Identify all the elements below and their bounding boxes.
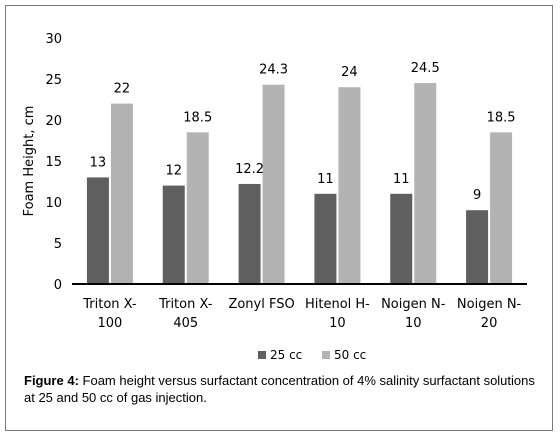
x-category-label: Noigen N- — [381, 297, 446, 312]
y-tick-label: 25 — [45, 73, 62, 88]
data-label: 22 — [114, 82, 131, 97]
caption-text: Foam height versus surfactant concentrat… — [24, 373, 535, 405]
bar-series-1 — [86, 177, 109, 284]
x-category-label: 100 — [98, 316, 123, 331]
x-category-label: 10 — [405, 316, 422, 331]
bar-series-2 — [186, 132, 209, 284]
x-category-label: Triton X- — [82, 297, 137, 312]
data-label: 18.5 — [183, 110, 212, 125]
bar-series-2 — [262, 84, 285, 285]
data-label: 12.2 — [235, 162, 264, 177]
data-label: 12 — [165, 164, 182, 179]
bar-series-2 — [414, 83, 437, 284]
data-label: 11 — [393, 172, 410, 187]
y-tick-label: 30 — [45, 32, 62, 47]
legend-label: 25 cc — [270, 348, 302, 362]
bar-series-2 — [110, 103, 133, 284]
x-category-label: 405 — [173, 316, 198, 331]
y-tick-label: 0 — [54, 278, 62, 293]
bar-series-1 — [390, 193, 413, 284]
y-tick-label: 20 — [45, 114, 62, 129]
legend-swatch — [322, 351, 330, 359]
bar-series-1 — [466, 210, 489, 284]
bars — [86, 83, 513, 285]
x-category-label: Triton X- — [158, 297, 213, 312]
data-label: 24.5 — [411, 61, 440, 76]
y-axis-label: Foam Height, cm — [22, 106, 37, 217]
category-labels: Triton X- 100 Triton X- 405 Zonyl FSO Hitenol… — [82, 297, 521, 331]
legend: 25 cc 50 cc — [258, 348, 366, 362]
figure-label: Figure 4: — [24, 373, 79, 388]
data-label: 18.5 — [487, 110, 516, 125]
data-label: 11 — [317, 172, 334, 187]
data-label: 24.3 — [259, 63, 288, 78]
legend-swatch — [258, 351, 266, 359]
bar-series-2 — [490, 132, 513, 284]
y-axis-ticks: 0 5 10 15 20 25 30 — [45, 32, 62, 293]
bar-series-2 — [338, 87, 361, 284]
bar-series-1 — [238, 183, 261, 284]
x-category-label: 10 — [329, 316, 346, 331]
y-tick-label: 5 — [54, 237, 62, 252]
x-category-label: 20 — [481, 316, 498, 331]
legend-label: 50 cc — [334, 348, 366, 362]
y-tick-label: 10 — [45, 196, 62, 211]
data-labels: 13 12 12.2 11 11 9 22 18.5 24.3 24 24.5 18.5 — [90, 61, 516, 203]
y-tick-label: 15 — [45, 155, 62, 170]
bar-series-1 — [314, 193, 337, 284]
x-category-label: Hitenol H- — [305, 297, 370, 312]
data-label: 13 — [90, 155, 107, 170]
x-category-label: Zonyl FSO — [228, 297, 294, 312]
data-label: 9 — [473, 188, 481, 203]
bar-series-1 — [162, 185, 185, 284]
figure-caption: Figure 4: Foam height versus surfactant … — [24, 372, 544, 406]
data-label: 24 — [341, 65, 358, 80]
x-category-label: Noigen N- — [457, 297, 522, 312]
